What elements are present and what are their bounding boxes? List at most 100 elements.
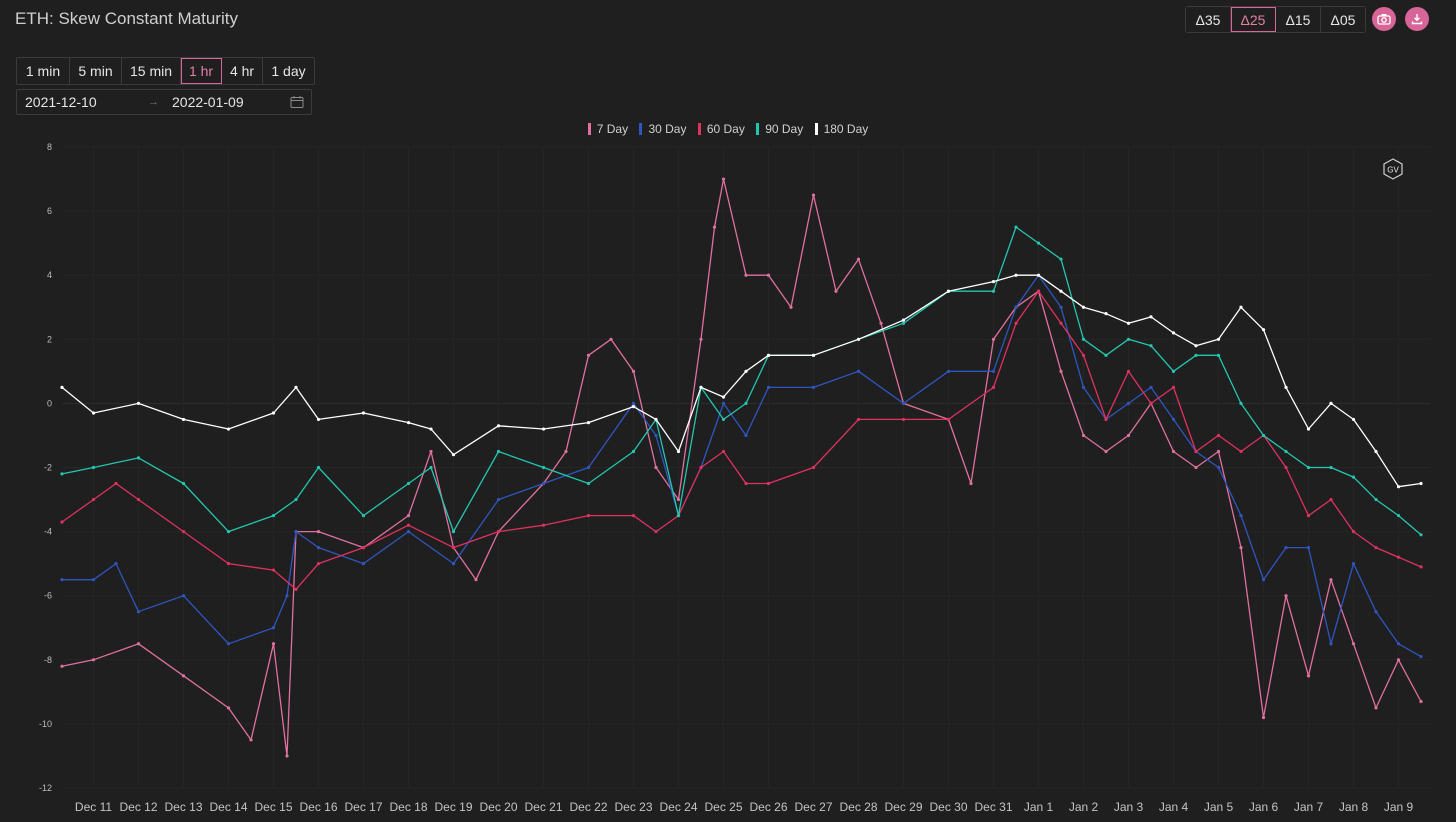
data-point [136,401,141,405]
delta-35-button[interactable]: Δ35 [1186,7,1231,32]
data-point [60,664,64,668]
calendar-icon[interactable] [290,95,304,109]
x-tick-label: Jan 5 [1204,800,1234,814]
series-line-30-day [62,274,1422,658]
data-point [676,497,681,502]
timeframe-1hr-button[interactable]: 1 hr [181,58,222,84]
legend-label-7d: 7 Day [596,122,629,136]
data-point [1194,465,1198,470]
data-point [1329,401,1333,405]
data-point [609,337,613,341]
data-point [285,594,289,598]
data-point [496,530,501,534]
delta-25-button[interactable]: Δ25 [1231,7,1276,32]
x-tick-label: Dec 15 [254,800,292,814]
data-point [451,562,456,566]
data-point [811,385,816,389]
end-date-input[interactable]: 2022-01-09 [172,94,244,110]
x-tick-label: Jan 9 [1384,800,1414,814]
data-point [1216,433,1221,438]
x-tick-label: Dec 16 [299,800,337,814]
timeframe-5min-button[interactable]: 5 min [70,58,122,84]
data-point [654,530,658,534]
data-point [1351,417,1356,422]
x-tick-label: Dec 25 [704,800,742,814]
data-point [316,530,321,534]
legend-item-90d[interactable]: 90 Day [756,122,803,136]
data-point [181,530,186,534]
legend-item-60d[interactable]: 60 Day [697,122,745,136]
data-point [744,433,748,438]
download-button[interactable] [1405,7,1429,31]
data-point [631,401,636,405]
legend-item-30d[interactable]: 30 Day [639,122,686,136]
legend-item-7d[interactable]: 7 Day [587,122,629,136]
data-point [699,337,703,341]
x-tick-label: Jan 1 [1024,800,1054,814]
timeframe-1min-button[interactable]: 1 min [17,58,70,84]
screenshot-button[interactable] [1372,7,1396,31]
data-point [1216,449,1221,454]
legend-swatch-60d [697,123,701,135]
data-point [712,225,717,229]
legend-swatch-7d [587,123,591,135]
data-point [1396,485,1401,489]
delta-toggle-group: Δ35 Δ25 Δ15 Δ05 [1185,6,1366,33]
data-point [1014,225,1018,229]
data-point [1306,546,1311,550]
timeframe-1day-button[interactable]: 1 day [271,63,306,79]
data-point [406,523,411,527]
data-point [316,417,321,422]
data-point [316,562,321,566]
data-point [811,465,816,470]
data-point [271,513,276,518]
data-point [1036,289,1041,293]
data-point [361,546,366,550]
data-point [1149,315,1153,319]
data-point [564,449,568,454]
data-point [60,578,64,582]
axis-layer: -12 -10 -8 -6 -4 -2 0 2 4 6 8 Dec 11 Dec 12 Dec 13 Dec… [39,142,1414,814]
data-point [429,427,433,431]
delta-15-button[interactable]: Δ15 [1276,7,1321,32]
data-point [60,472,64,476]
data-point [1126,433,1131,438]
delta-05-button[interactable]: Δ05 [1321,7,1365,32]
data-point [1194,449,1198,454]
data-point [879,321,883,325]
data-point [294,385,298,389]
data-point [1171,369,1176,373]
x-tick-label: Jan 2 [1069,800,1099,814]
data-point [1081,353,1086,357]
x-tick-label: Jan 3 [1114,800,1144,814]
data-point [654,433,658,438]
timeframe-4hr-button[interactable]: 4 hr [222,58,263,84]
legend-label-90d: 90 Day [765,122,804,136]
start-date-input[interactable]: 2021-12-10 [25,94,97,110]
timeframe-15min-button[interactable]: 15 min [122,58,181,84]
data-point [1306,674,1311,678]
data-point [1374,546,1378,550]
data-point [1149,401,1153,405]
data-point [316,546,321,550]
data-point [766,481,771,486]
date-range-picker[interactable]: 2021-12-10 → 2022-01-09 [16,89,312,115]
data-point [766,385,771,389]
data-point [474,578,478,582]
x-tick-label: Dec 13 [164,800,202,814]
data-point [991,385,996,389]
data-point [811,193,816,197]
data-point [226,562,231,566]
data-point [834,289,838,293]
data-point [721,417,726,422]
data-point [1351,475,1356,479]
data-point [1374,610,1378,614]
data-point [901,318,906,322]
data-point [1396,642,1401,646]
data-point [856,369,861,373]
data-point [654,417,658,422]
data-point [1126,337,1131,341]
data-point [789,305,793,309]
data-point [285,754,289,758]
legend-item-180d[interactable]: 180 Day [814,122,868,136]
